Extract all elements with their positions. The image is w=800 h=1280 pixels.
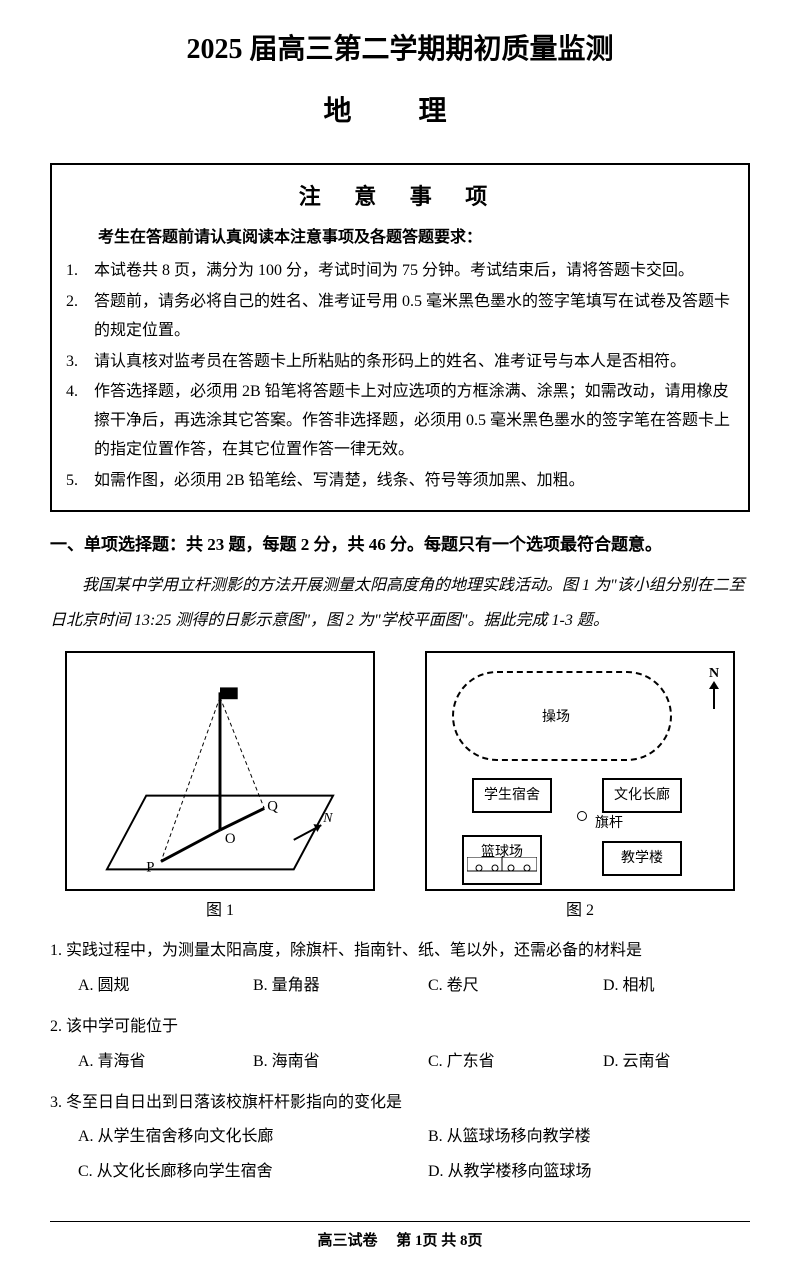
svg-text:O: O (225, 830, 236, 846)
notice-title: 注 意 事 项 (66, 177, 734, 217)
exam-title-main: 2025 届高三第二学期期初质量监测 (50, 25, 750, 75)
notice-text: 请认真核对监考员在答题卡上所粘贴的条形码上的姓名、准考证号与本人是否相符。 (94, 348, 734, 377)
notice-item: 5.如需作图，必须用 2B 铅笔绘、写清楚，线条、符号等须加黑、加粗。 (66, 467, 734, 496)
map-label-field: 操场 (542, 705, 570, 730)
figure-1-svg: O P Q N (65, 651, 375, 891)
option-1a[interactable]: A. 圆规 (50, 972, 225, 1001)
option-3b[interactable]: B. 从篮球场移向教学楼 (400, 1123, 750, 1152)
question-1-options: A. 圆规 B. 量角器 C. 卷尺 D. 相机 (50, 972, 750, 1001)
footer-paper: 高三试卷 (317, 1233, 377, 1249)
notice-text: 如需作图，必须用 2B 铅笔绘、写清楚，线条、符号等须加黑、加粗。 (94, 467, 734, 496)
figures-row: O P Q N 图 1 操场 学生宿舍 文化长廊 旗杆 篮球场 (50, 651, 750, 926)
section-header: 一、单项选择题：共 23 题，每题 2 分，共 46 分。每题只有一个选项最符合… (50, 530, 750, 561)
footer-page: 第 1页 共 8页 (396, 1233, 482, 1249)
option-3a[interactable]: A. 从学生宿舍移向文化长廊 (50, 1123, 400, 1152)
option-2b[interactable]: B. 海南省 (225, 1048, 400, 1077)
option-3d[interactable]: D. 从教学楼移向篮球场 (400, 1158, 750, 1187)
notice-item: 1.本试卷共 8 页，满分为 100 分，考试时间为 75 分钟。考试结束后，请… (66, 257, 734, 286)
map-label-building: 教学楼 (602, 841, 682, 876)
north-arrow-icon (707, 681, 721, 709)
notice-item: 4.作答选择题，必须用 2B 铅笔将答题卡上对应选项的方框涂满、涂黑；如需改动，… (66, 378, 734, 464)
exam-subject: 地 理 (50, 87, 750, 137)
page-footer: 高三试卷 第 1页 共 8页 (50, 1221, 750, 1255)
notice-text: 答题前，请务必将自己的姓名、准考证号用 0.5 毫米黑色墨水的签字笔填写在试卷及… (94, 288, 734, 346)
passage: 我国某中学用立杆测影的方法开展测量太阳高度角的地理实践活动。图 1 为"该小组分… (50, 568, 750, 638)
figure-1-caption: 图 1 (65, 897, 375, 926)
option-1b[interactable]: B. 量角器 (225, 972, 400, 1001)
question-2-options: A. 青海省 B. 海南省 C. 广东省 D. 云南省 (50, 1048, 750, 1077)
svg-text:Q: Q (267, 798, 278, 814)
notice-num: 1. (66, 257, 94, 286)
option-2d[interactable]: D. 云南省 (575, 1048, 750, 1077)
basketball-hoops-icon (467, 857, 537, 873)
north-n: N (707, 667, 721, 681)
figure-1: O P Q N 图 1 (65, 651, 375, 926)
question-2-stem: 2. 该中学可能位于 (50, 1013, 750, 1042)
notice-item: 3.请认真核对监考员在答题卡上所粘贴的条形码上的姓名、准考证号与本人是否相符。 (66, 348, 734, 377)
map-label-pole: 旗杆 (595, 811, 623, 836)
svg-text:N: N (322, 810, 333, 825)
notice-text: 本试卷共 8 页，满分为 100 分，考试时间为 75 分钟。考试结束后，请将答… (94, 257, 734, 286)
figure-2-caption: 图 2 (425, 897, 735, 926)
notice-item: 2.答题前，请务必将自己的姓名、准考证号用 0.5 毫米黑色墨水的签字笔填写在试… (66, 288, 734, 346)
notice-text: 作答选择题，必须用 2B 铅笔将答题卡上对应选项的方框涂满、涂黑；如需改动，请用… (94, 378, 734, 464)
option-2a[interactable]: A. 青海省 (50, 1048, 225, 1077)
notice-num: 2. (66, 288, 94, 346)
notice-intro: 考生在答题前请认真阅读本注意事项及各题答题要求： (66, 224, 734, 253)
notice-list: 1.本试卷共 8 页，满分为 100 分，考试时间为 75 分钟。考试结束后，请… (66, 257, 734, 495)
option-2c[interactable]: C. 广东省 (400, 1048, 575, 1077)
north-arrow: N (707, 667, 721, 713)
question-3-options: A. 从学生宿舍移向文化长廊 B. 从篮球场移向教学楼 C. 从文化长廊移向学生… (50, 1123, 750, 1193)
map-label-corridor: 文化长廊 (602, 778, 682, 813)
figure-2: 操场 学生宿舍 文化长廊 旗杆 篮球场 教学楼 N 图 2 (425, 651, 735, 926)
notice-num: 3. (66, 348, 94, 377)
notice-box: 注 意 事 项 考生在答题前请认真阅读本注意事项及各题答题要求： 1.本试卷共 … (50, 163, 750, 512)
figure-2-map: 操场 学生宿舍 文化长廊 旗杆 篮球场 教学楼 N (425, 651, 735, 891)
svg-text:P: P (146, 859, 154, 875)
option-1d[interactable]: D. 相机 (575, 972, 750, 1001)
option-1c[interactable]: C. 卷尺 (400, 972, 575, 1001)
map-label-dorm: 学生宿舍 (472, 778, 552, 813)
flagpole-marker (577, 811, 587, 821)
notice-num: 4. (66, 378, 94, 464)
option-3c[interactable]: C. 从文化长廊移向学生宿舍 (50, 1158, 400, 1187)
notice-num: 5. (66, 467, 94, 496)
question-3-stem: 3. 冬至日自日出到日落该校旗杆杆影指向的变化是 (50, 1089, 750, 1118)
question-1-stem: 1. 实践过程中，为测量太阳高度，除旗杆、指南针、纸、笔以外，还需必备的材料是 (50, 937, 750, 966)
